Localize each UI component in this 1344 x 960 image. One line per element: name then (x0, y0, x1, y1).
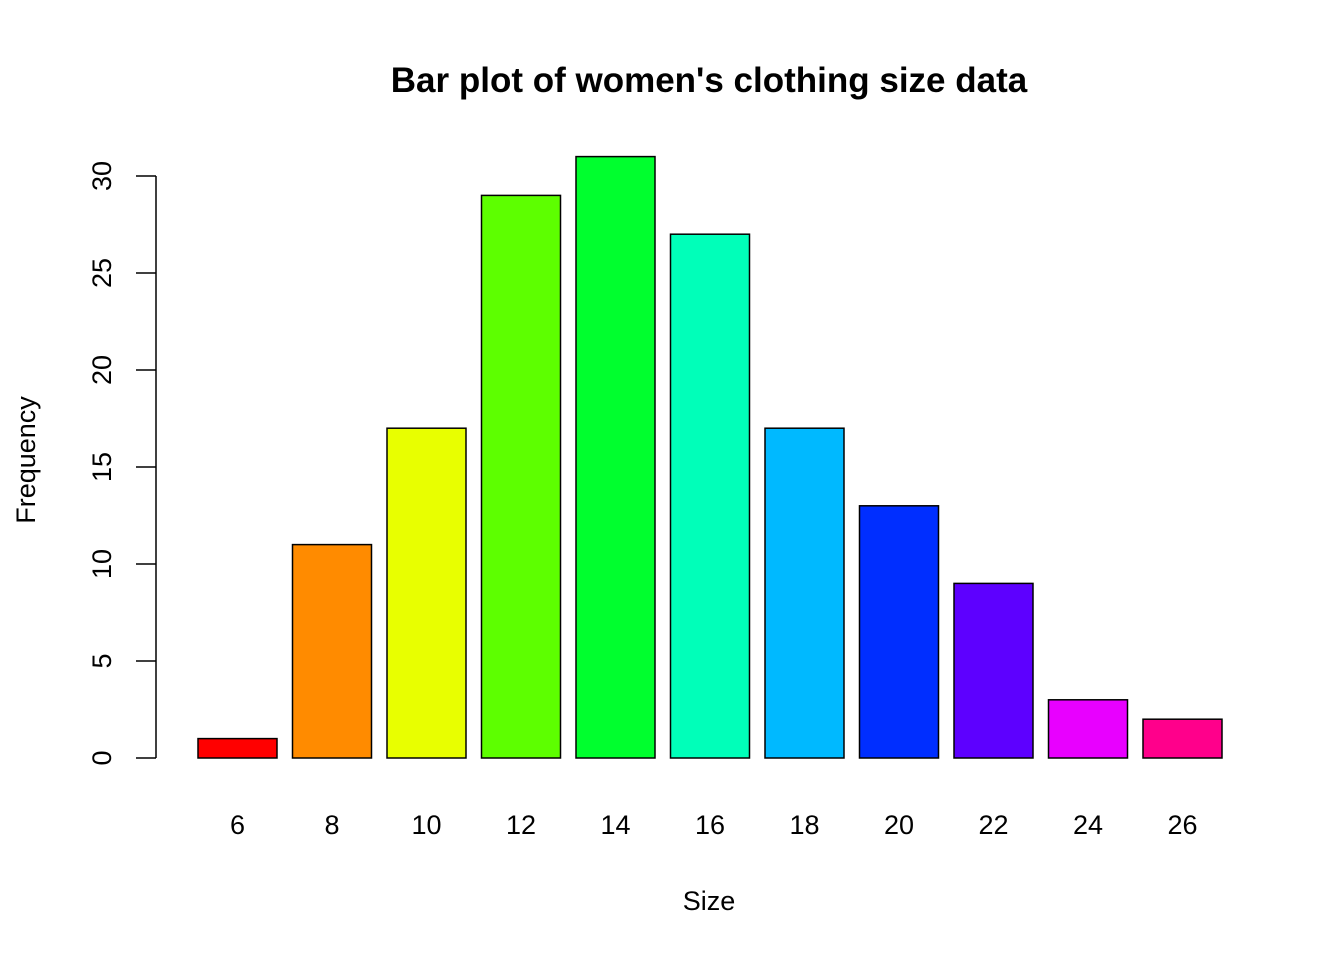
y-tick-label: 10 (87, 549, 117, 579)
bar-6 (197, 737, 278, 759)
y-tick-label: 15 (87, 452, 117, 482)
y-axis-label: Frequency (11, 396, 41, 524)
x-tick-label: 6 (230, 810, 245, 840)
bar-22 (953, 582, 1034, 759)
x-tick-label: 20 (884, 810, 914, 840)
bar-14 (575, 155, 656, 759)
y-tick-label: 25 (87, 258, 117, 288)
x-tick-label: 10 (411, 810, 441, 840)
x-tick-label: 14 (600, 810, 630, 840)
x-tick-label: 26 (1167, 810, 1197, 840)
x-tick-label: 22 (978, 810, 1008, 840)
x-tick-label: 8 (324, 810, 339, 840)
x-tick-labels: 6 8 10 12 14 16 18 20 22 24 26 (230, 810, 1198, 840)
bar-10 (386, 427, 467, 759)
y-tick-label: 5 (87, 653, 117, 668)
bar-20 (858, 505, 940, 759)
bar-24 (1047, 699, 1129, 759)
bars (197, 155, 1223, 759)
x-tick-label: 18 (789, 810, 819, 840)
x-axis-label: Size (683, 886, 736, 916)
y-tick-label: 30 (87, 161, 117, 191)
bar-12 (480, 194, 562, 759)
x-tick-label: 16 (695, 810, 725, 840)
x-tick-label: 12 (506, 810, 536, 840)
y-tick-label: 20 (87, 355, 117, 385)
bar-16 (669, 233, 751, 759)
bar-26 (1142, 718, 1223, 759)
y-tick-label: 0 (87, 750, 117, 765)
bar-18 (764, 427, 845, 759)
x-tick-label: 24 (1073, 810, 1103, 840)
bar-8 (291, 543, 373, 759)
y-axis: 0 5 10 15 20 25 30 (87, 161, 157, 766)
chart-title: Bar plot of women's clothing size data (391, 61, 1028, 100)
